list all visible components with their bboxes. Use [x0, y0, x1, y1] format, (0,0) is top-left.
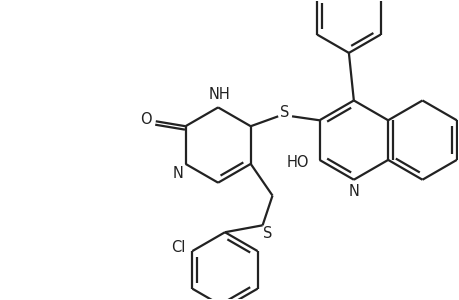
- Text: N: N: [172, 166, 183, 181]
- Text: S: S: [280, 105, 289, 120]
- Text: S: S: [262, 226, 272, 241]
- Text: O: O: [140, 112, 151, 127]
- Text: NH: NH: [208, 87, 230, 102]
- Text: HO: HO: [286, 155, 308, 170]
- Text: N: N: [347, 184, 358, 199]
- Text: Cl: Cl: [171, 240, 185, 255]
